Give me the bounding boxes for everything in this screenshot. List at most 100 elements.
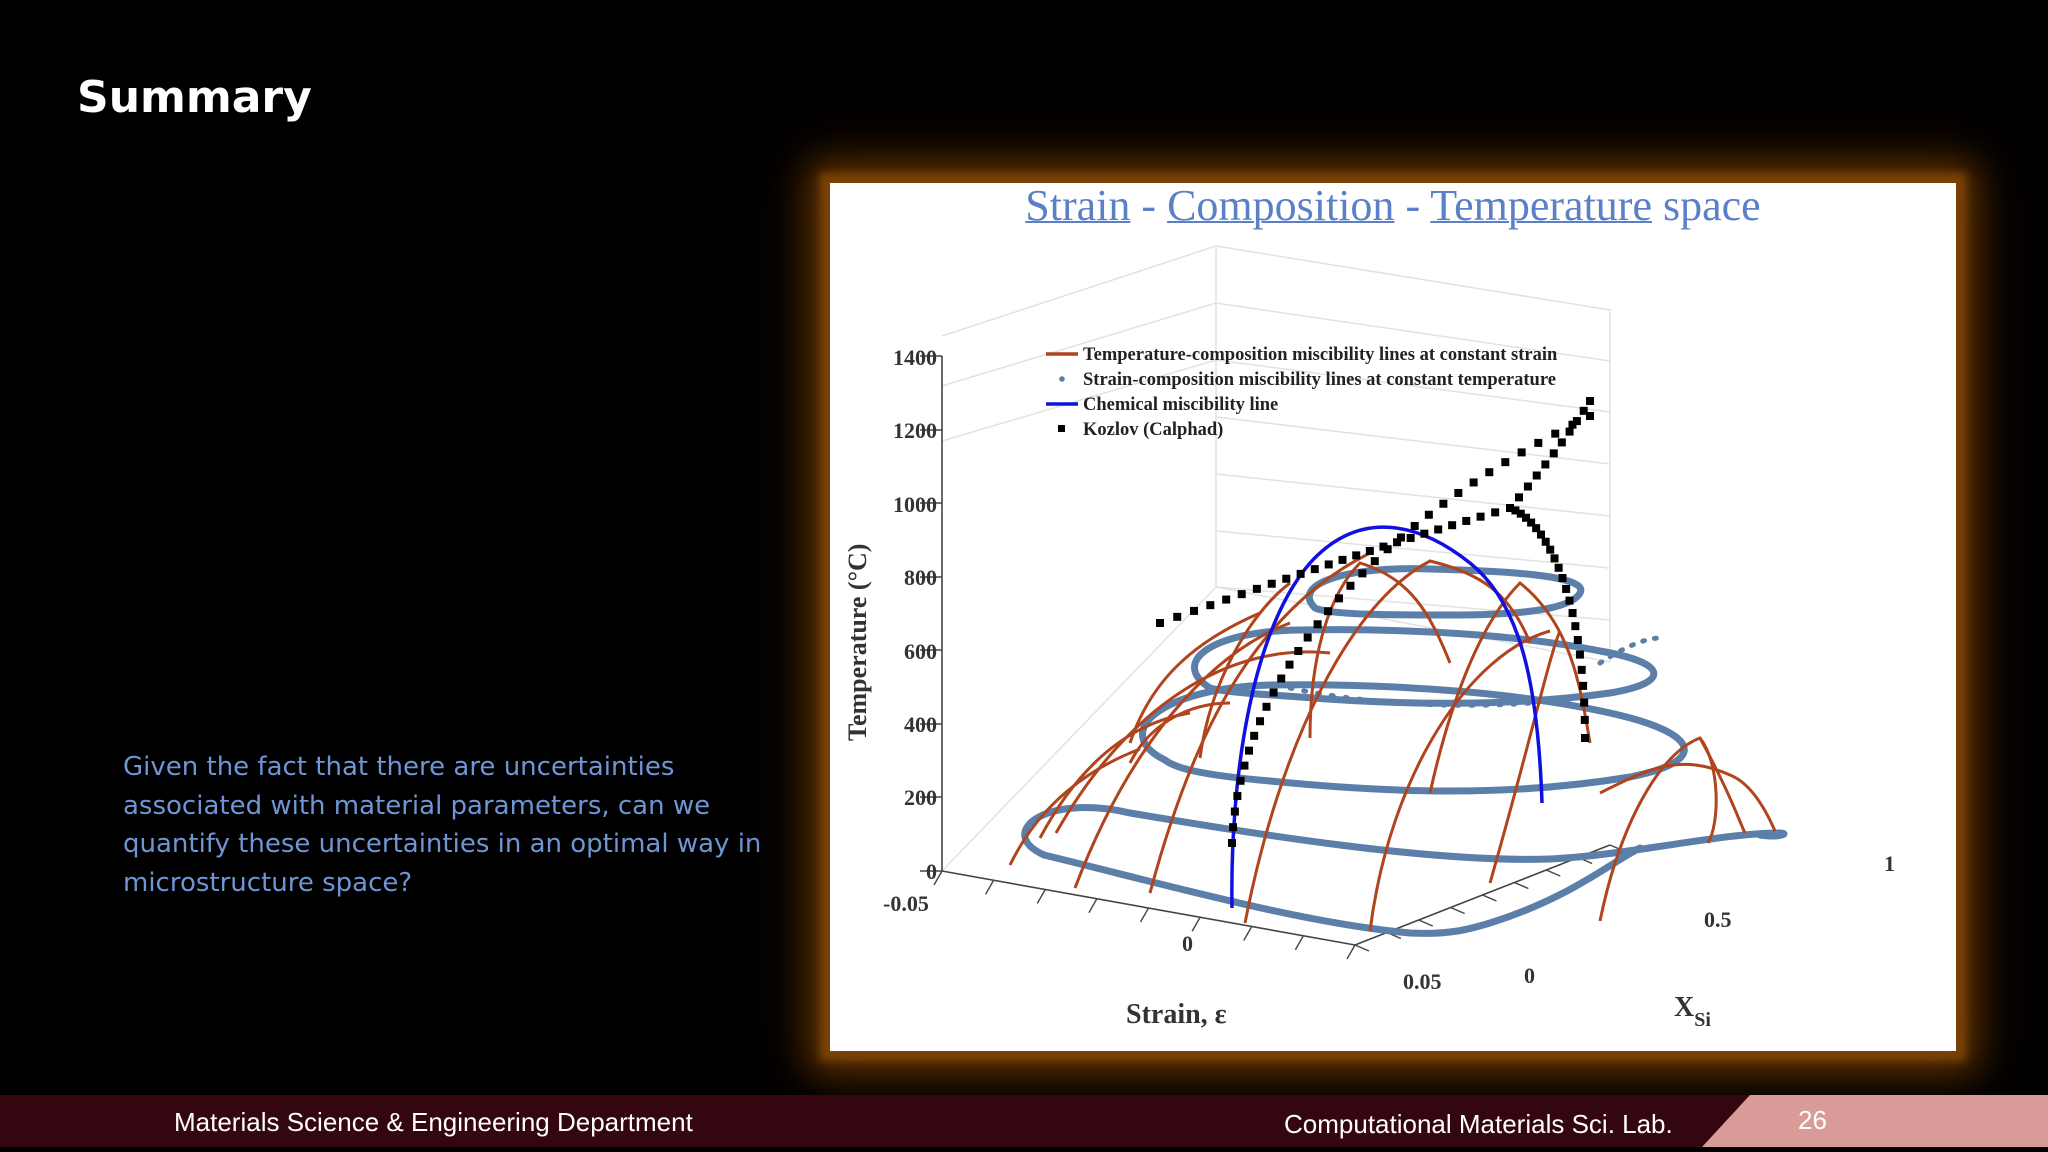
kozlov-point: [1491, 508, 1500, 517]
kozlov-point: [1532, 471, 1541, 480]
y-tick-label: 0: [1524, 963, 1535, 988]
legend-label: Strain-composition miscibility lines at …: [1083, 370, 1556, 390]
kozlov-point: [1282, 574, 1291, 583]
sc-line-200: [1139, 681, 1688, 795]
x-tick-label: -0.05: [883, 891, 929, 916]
floor-grid: [941, 586, 1217, 872]
kozlov-point: [1370, 557, 1379, 566]
back-wall: [941, 245, 1611, 662]
z-tick-label: 1400: [893, 345, 937, 370]
legend-label: Temperature-composition miscibility line…: [1083, 345, 1558, 365]
kozlov-point: [1532, 524, 1541, 533]
kozlov-point: [1269, 688, 1278, 697]
y-axis-label: XSi: [1674, 992, 1711, 1031]
tc-line: [1368, 629, 1551, 932]
x-tick-mark: [1191, 916, 1201, 932]
heading-separator: -: [1130, 181, 1168, 230]
kozlov-point: [1485, 468, 1494, 477]
kozlov-point: [1549, 449, 1558, 458]
sc-line-800: [1287, 685, 1533, 708]
y-axis-label-sub: Si: [1694, 1009, 1711, 1031]
kozlov-point: [1537, 530, 1546, 539]
kozlov-point: [1240, 761, 1249, 770]
kozlov-point: [1228, 839, 1236, 847]
kozlov-point: [1523, 482, 1532, 491]
slide-title: Summary: [77, 72, 312, 123]
kozlov-point: [1580, 698, 1589, 707]
kozlov-point: [1267, 579, 1276, 588]
kozlov-point: [1310, 565, 1319, 574]
x-tick-label: 0: [1182, 931, 1193, 956]
x-tick-mark: [1088, 898, 1098, 914]
kozlov-point: [1572, 417, 1581, 426]
chart-3d: 1400 1200 1000 800 600 400 200 0 -0.05 0…: [843, 245, 1895, 1031]
kozlov-point: [1557, 438, 1566, 447]
kozlov-point: [1237, 590, 1246, 599]
kozlov-point: [1256, 717, 1265, 726]
kozlov-points: [1156, 397, 1594, 847]
y-tick-label: 1: [1884, 851, 1895, 876]
y-tick-mark: [1514, 881, 1529, 890]
y-tick-label: 0.5: [1704, 907, 1732, 932]
kozlov-point: [1296, 569, 1305, 578]
z-tick-label: 400: [904, 712, 937, 737]
kozlov-point: [1501, 458, 1510, 467]
kozlov-point: [1454, 488, 1463, 497]
kozlov-point: [1338, 555, 1347, 564]
kozlov-point: [1565, 596, 1574, 605]
sc-line-dotted: [1597, 635, 1663, 666]
figure-frame: Strain - Composition - Temperature space…: [830, 183, 1956, 1051]
x-tick-mark: [985, 879, 995, 895]
z-tick-label: 0: [926, 859, 937, 884]
kozlov-point: [1511, 506, 1520, 515]
figure-heading: Strain - Composition - Temperature space: [830, 183, 1956, 229]
footer-department: Materials Science & Engineering Departme…: [174, 1107, 693, 1137]
kozlov-point: [1262, 702, 1271, 711]
kozlov-point: [1550, 554, 1559, 563]
kozlov-point: [1346, 581, 1355, 590]
x-tick-mark: [933, 870, 943, 886]
kozlov-point: [1506, 504, 1514, 512]
floor-grid: [1215, 586, 1611, 663]
kozlov-point: [1303, 633, 1312, 642]
page-number: 26: [1798, 1105, 1827, 1135]
x-axis-label: Strain, ε: [1126, 999, 1227, 1030]
grid-line: [1215, 586, 1611, 621]
grid-line: [1215, 416, 1611, 465]
heading-word-temperature: Temperature: [1430, 181, 1652, 230]
kozlov-point: [1222, 595, 1231, 604]
tc-line: [1148, 551, 1371, 894]
grid-line: [941, 302, 1611, 387]
y-tick-mark: [1482, 894, 1497, 902]
heading-tail: space: [1651, 181, 1761, 230]
kozlov-point: [1285, 660, 1294, 669]
sc-line-0: [1021, 804, 1788, 863]
kozlov-point: [1541, 537, 1550, 546]
kozlov-point: [1571, 622, 1580, 631]
tc-line: [1428, 580, 1592, 794]
y-axis-label-main: X: [1674, 992, 1694, 1023]
footer-lab: Computational Materials Sci. Lab.: [1284, 1109, 1673, 1139]
z-tick-label: 1200: [893, 418, 937, 443]
body-text: Given the fact that there are uncertaint…: [123, 752, 762, 898]
z-tick-label: 200: [904, 785, 937, 810]
kozlov-point: [1546, 545, 1555, 554]
sc-line-400: [1191, 626, 1658, 707]
legend-marker-square: [1058, 425, 1065, 432]
z-tick-label: 1000: [893, 492, 937, 517]
kozlov-point: [1541, 460, 1550, 469]
grid-line: [941, 359, 1611, 442]
strain-composition-lines: [1021, 565, 1788, 937]
grid: [941, 245, 1611, 872]
x-tick-label: 0.05: [1403, 969, 1442, 994]
kozlov-point: [1156, 619, 1164, 627]
kozlov-point: [1420, 529, 1429, 538]
kozlov-point: [1568, 420, 1577, 429]
kozlov-point: [1250, 731, 1259, 740]
kozlov-point: [1568, 609, 1577, 618]
kozlov-point: [1579, 681, 1588, 690]
kozlov-point: [1534, 438, 1543, 447]
x-tick-mark: [1294, 935, 1304, 951]
kozlov-point: [1230, 807, 1239, 816]
x-tick-mark: [1346, 944, 1356, 960]
